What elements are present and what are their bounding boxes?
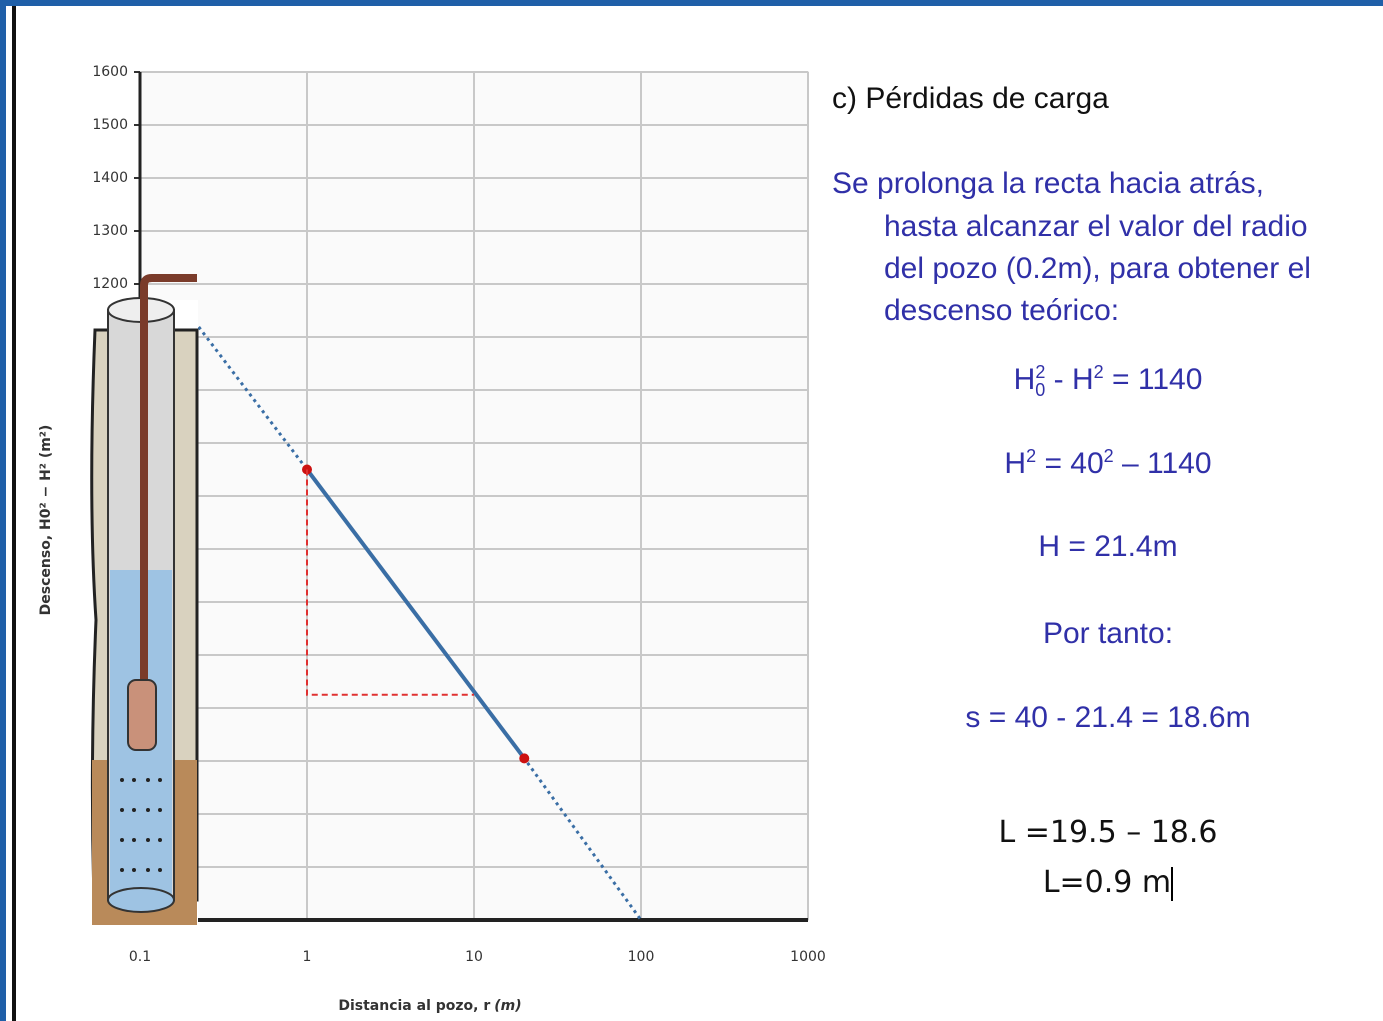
y-tick-label: 1300 (92, 223, 128, 239)
left-line (12, 6, 16, 1021)
eq-sub: 0 (1035, 380, 1046, 400)
eq-part: = 1140 (1103, 363, 1203, 396)
chart: 0100200300400500600700800900100011001200… (38, 64, 826, 1014)
equation: H = 21.4m (1038, 530, 1178, 563)
plot: 0100200300400500600700800900100011001200… (92, 64, 809, 928)
x-tick-label: 1 (303, 949, 312, 965)
y-tick-label: 1500 (92, 117, 128, 133)
x-tick-label: 10 (465, 949, 483, 965)
eq-part: H (1013, 363, 1036, 396)
eq-sup: 2 (1093, 362, 1104, 382)
slope-guide (306, 469, 474, 696)
result: L =19.5 – 18.6 (998, 815, 1218, 850)
top-bar (0, 0, 1383, 6)
y-tick-label: 1400 (92, 170, 128, 186)
paragraph-line: del pozo (0.2m), para obtener el (884, 252, 1311, 285)
eq-sup: 2 (1026, 446, 1037, 466)
fit-segment (305, 468, 526, 760)
equation: H02 - H2 = 1140 (880, 362, 1336, 401)
eq-part: – 1140 (1113, 447, 1212, 480)
equation: H2 = 402 – 1140 (880, 446, 1336, 481)
x-axis-label-unit: (m) (494, 998, 521, 1014)
result: L=0.9 m (900, 865, 1316, 901)
x-axis-label-text: Distancia al pozo, r (338, 998, 490, 1014)
y-axis-label: Descenso, H0² − H² (m²) (38, 425, 54, 616)
x-tick-label: 100 (628, 949, 655, 965)
cursor (1171, 866, 1174, 901)
x-axis-label: Distancia al pozo, r (m) (338, 998, 521, 1014)
y-tick-label: 1600 (92, 64, 128, 80)
point (519, 753, 530, 764)
eq-sup: 2 (1103, 446, 1114, 466)
equation: Por tanto: (1042, 617, 1174, 650)
paragraph-line: Se prolonga la recta hacia atrás, (832, 167, 1264, 200)
well-illustration (88, 274, 199, 930)
eq-sup: 2 (1035, 362, 1046, 382)
eq-part: = 40 (1036, 447, 1104, 480)
x-tick-label: 1000 (790, 949, 826, 965)
left-bar (0, 0, 6, 1021)
equation: s = 40 - 21.4 = 18.6m (965, 701, 1251, 734)
heading: c) Pérdidas de carga (832, 82, 1109, 115)
eq-part: - H (1045, 363, 1094, 396)
eq-part: H (1004, 447, 1027, 480)
labels: 0.1 1 10 100 1000 Descenso, H0² − H² (m²) Dist… (38, 425, 826, 1014)
y-tick-label: 1200 (92, 276, 128, 292)
paragraph-line: descenso teórico: (884, 294, 1120, 327)
paragraph-line: hasta alcanzar el valor del radio (884, 210, 1308, 243)
x-tick-label: 0.1 (129, 949, 151, 965)
result-text: L=0.9 m (1042, 865, 1172, 900)
